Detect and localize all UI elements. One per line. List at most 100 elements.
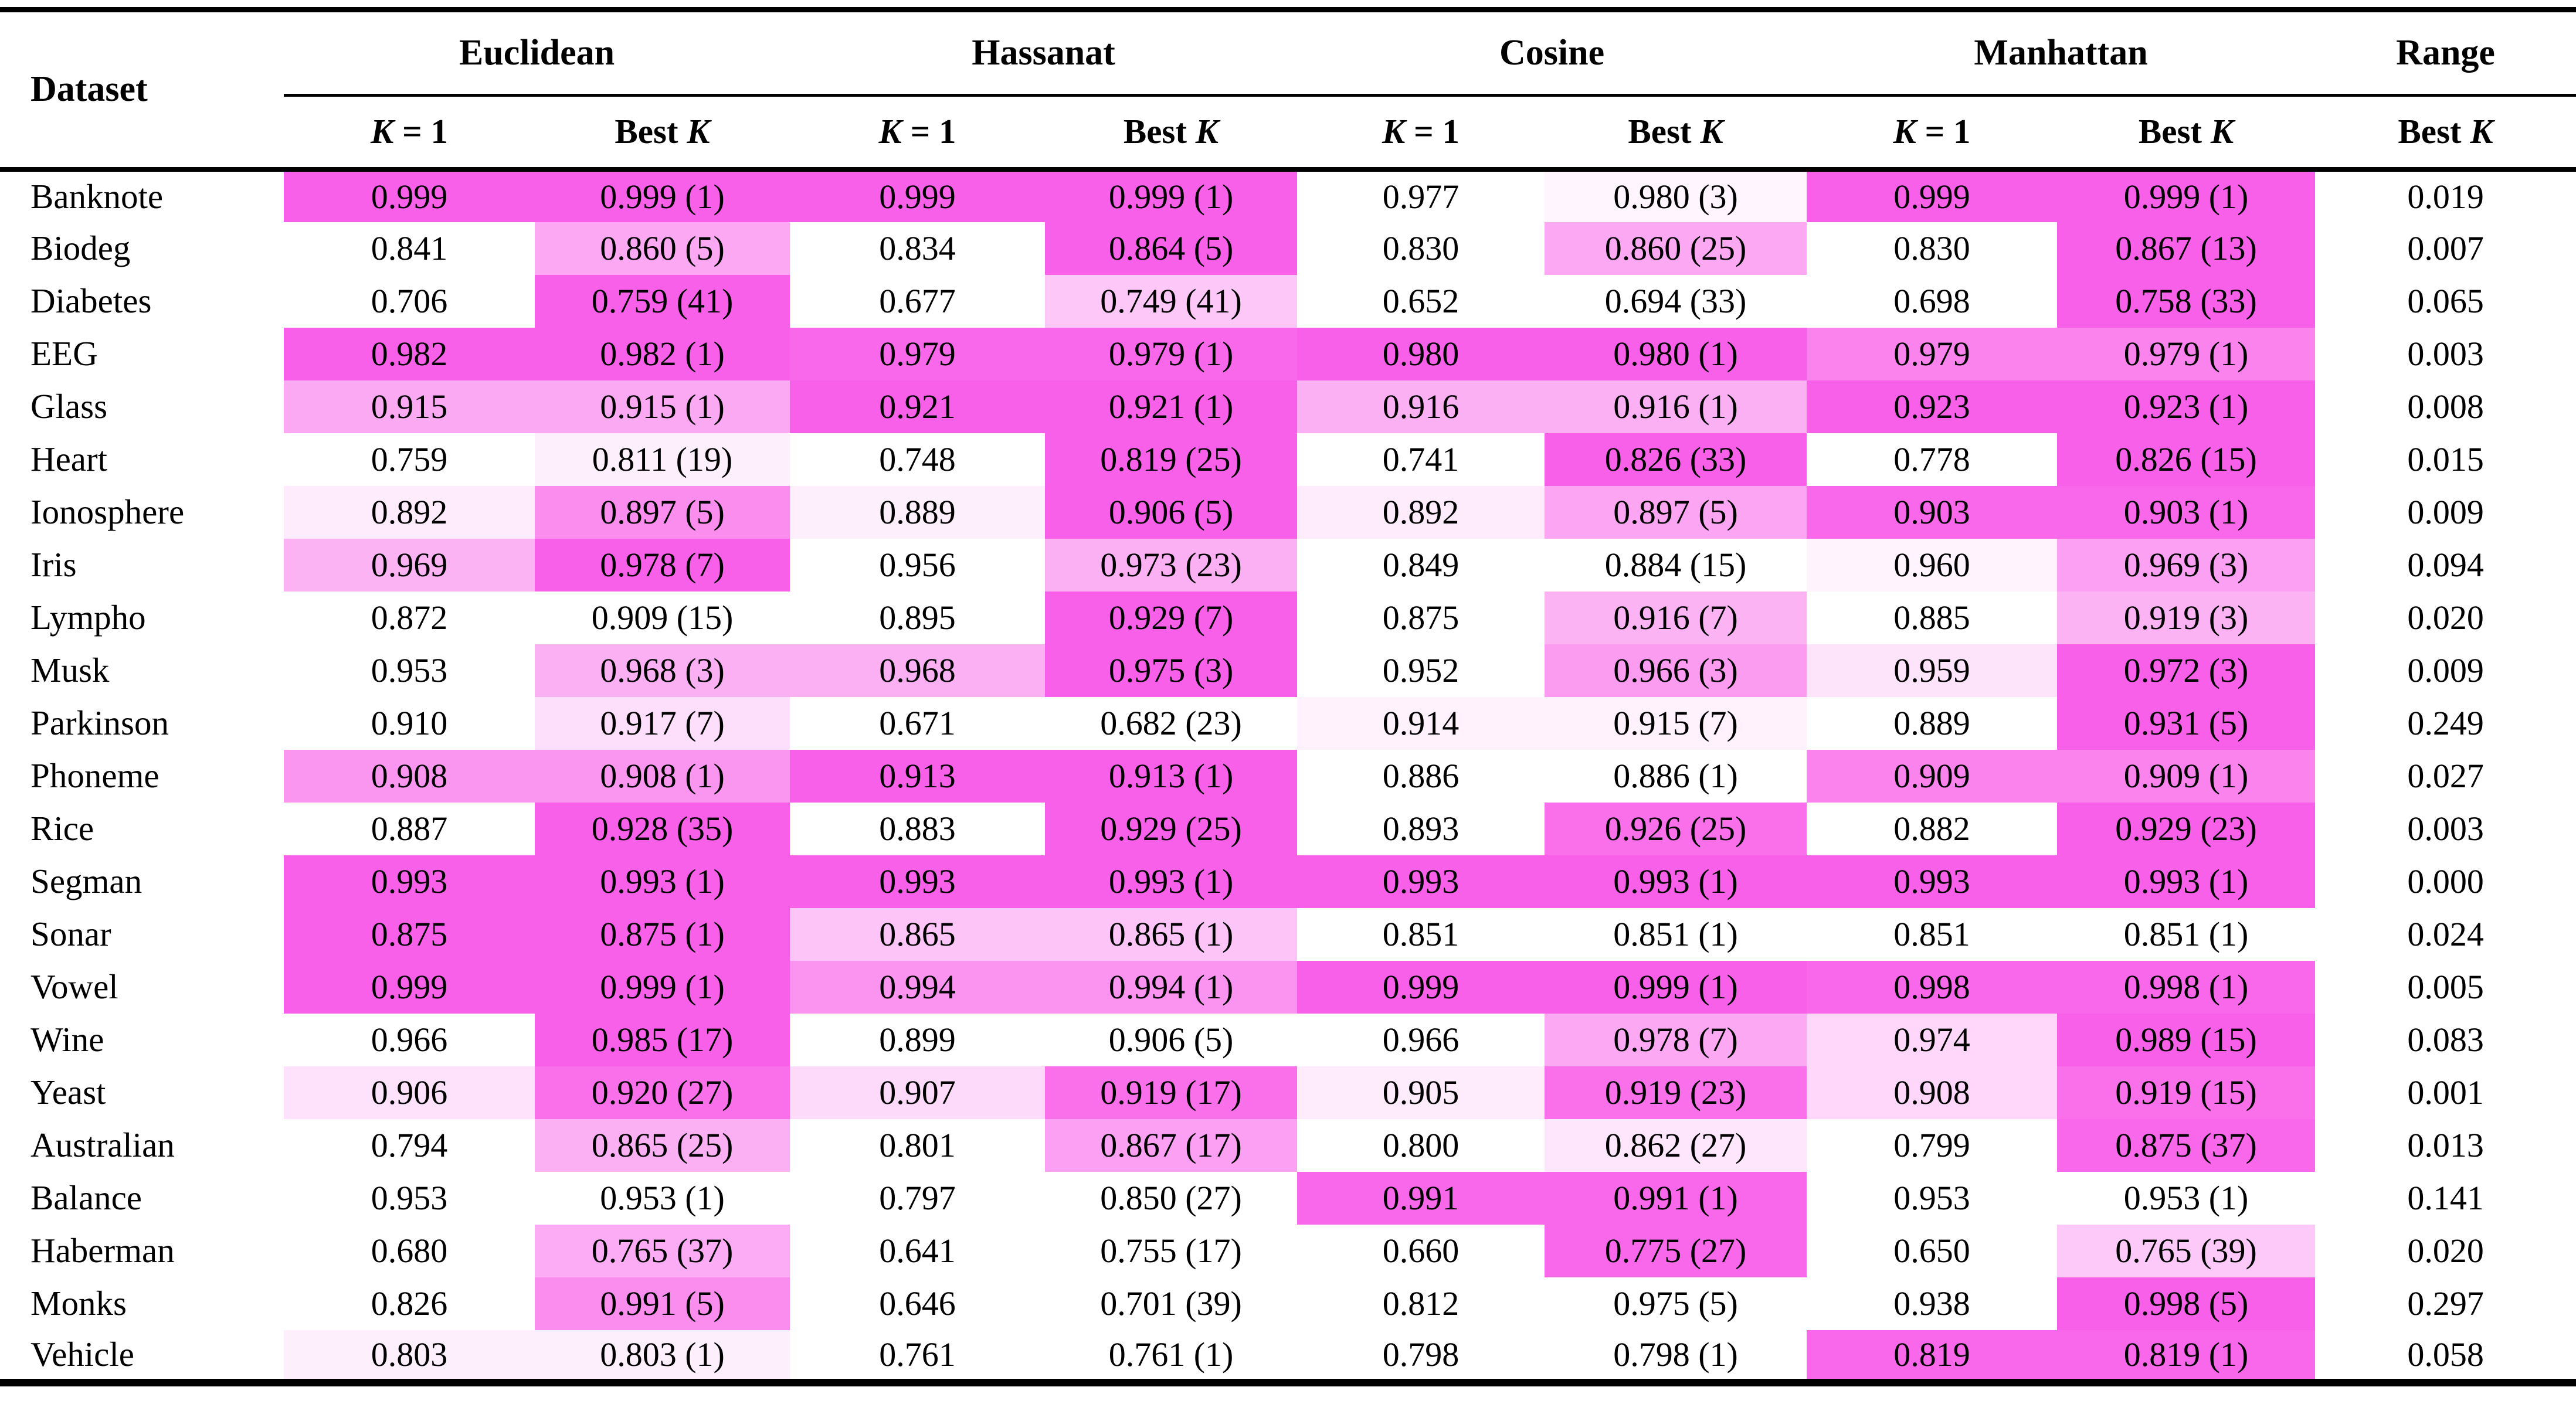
cell-range-bestk: 0.058 (2315, 1330, 2576, 1383)
cell-hassanat-k1: 0.999 (790, 169, 1046, 222)
cell-cosine-k1: 0.812 (1297, 1277, 1545, 1330)
cell-manhattan-k1: 0.999 (1807, 169, 2058, 222)
sub-header-row: K = 1 Best K K = 1 Best K K = 1 Best K K… (0, 95, 2576, 172)
cell-range-bestk: 0.065 (2315, 274, 2576, 328)
cell-range-bestk: 0.009 (2315, 644, 2576, 697)
cell-cosine-bestk: 0.860 (25) (1545, 222, 1807, 275)
cell-cosine-bestk: 0.980 (1) (1545, 327, 1807, 380)
cell-manhattan-k1: 0.851 (1807, 907, 2058, 961)
cell-hassanat-k1: 0.761 (790, 1330, 1046, 1383)
cell-manhattan-bestk: 0.953 (1) (2057, 1171, 2316, 1225)
cell-cosine-bestk: 0.975 (5) (1545, 1277, 1807, 1330)
cell-euclidean-bestk: 0.875 (1) (535, 907, 790, 961)
cell-cosine-k1: 0.741 (1297, 433, 1545, 486)
cell-euclidean-k1: 0.759 (284, 433, 535, 486)
cell-manhattan-bestk: 0.851 (1) (2057, 907, 2316, 961)
cell-hassanat-bestk: 0.994 (1) (1045, 960, 1298, 1014)
table-row: Haberman 0.680 0.765 (37) 0.641 0.755 (17) 0.… (0, 1224, 2576, 1277)
cell-manhattan-k1: 0.830 (1807, 222, 2058, 275)
cell-cosine-bestk: 0.915 (7) (1545, 696, 1807, 750)
cell-euclidean-bestk: 0.999 (1) (535, 960, 790, 1014)
cell-cosine-k1: 0.892 (1297, 485, 1545, 539)
group-header-euclidean: Euclidean (284, 9, 790, 97)
cell-cosine-bestk: 0.993 (1) (1545, 855, 1807, 908)
table-row: Balance 0.953 0.953 (1) 0.797 0.850 (27) 0.99… (0, 1171, 2576, 1225)
table-body: Banknote 0.999 0.999 (1) 0.999 0.999 (1) 0.97… (0, 169, 2576, 1383)
col-header-euclidean-bestk: Best K (535, 95, 790, 172)
table-row: Sonar 0.875 0.875 (1) 0.865 0.865 (1) 0.851 0.… (0, 907, 2576, 961)
col-header-range-bestk: Best K (2315, 95, 2576, 172)
dataset-name: Wine (0, 1013, 284, 1066)
cell-hassanat-k1: 0.899 (790, 1013, 1046, 1066)
cell-hassanat-k1: 0.677 (790, 274, 1046, 328)
table-row: Monks 0.826 0.991 (5) 0.646 0.701 (39) 0.812 0… (0, 1277, 2576, 1330)
cell-euclidean-k1: 0.680 (284, 1224, 535, 1277)
cell-range-bestk: 0.005 (2315, 960, 2576, 1014)
cell-euclidean-bestk: 0.928 (35) (535, 802, 790, 855)
cell-cosine-k1: 0.980 (1297, 327, 1545, 380)
table-row: Parkinson 0.910 0.917 (7) 0.671 0.682 (23) 0.… (0, 696, 2576, 750)
cell-hassanat-k1: 0.797 (790, 1171, 1046, 1225)
dataset-name: Biodeg (0, 222, 284, 275)
cell-range-bestk: 0.083 (2315, 1013, 2576, 1066)
cell-manhattan-k1: 0.799 (1807, 1119, 2058, 1172)
cell-cosine-bestk: 0.978 (7) (1545, 1013, 1807, 1066)
cell-manhattan-bestk: 0.931 (5) (2057, 696, 2316, 750)
col-header-manhattan-bestk: Best K (2057, 95, 2316, 172)
cell-manhattan-k1: 0.959 (1807, 644, 2058, 697)
cell-cosine-bestk: 0.862 (27) (1545, 1119, 1807, 1172)
cell-manhattan-bestk: 0.867 (13) (2057, 222, 2316, 275)
cell-euclidean-bestk: 0.803 (1) (535, 1330, 790, 1383)
cell-manhattan-bestk: 0.919 (3) (2057, 591, 2316, 644)
table-row: EEG 0.982 0.982 (1) 0.979 0.979 (1) 0.980 0.98… (0, 327, 2576, 380)
dataset-name: Segman (0, 855, 284, 908)
cell-cosine-bestk: 0.926 (25) (1545, 802, 1807, 855)
cell-euclidean-bestk: 0.765 (37) (535, 1224, 790, 1277)
cell-euclidean-k1: 0.915 (284, 380, 535, 433)
cell-hassanat-bestk: 0.906 (5) (1045, 1013, 1298, 1066)
cell-hassanat-bestk: 0.919 (17) (1045, 1066, 1298, 1119)
cell-manhattan-bestk: 0.998 (5) (2057, 1277, 2316, 1330)
cell-cosine-k1: 0.849 (1297, 538, 1545, 591)
cell-manhattan-bestk: 0.969 (3) (2057, 538, 2316, 591)
dataset-name: Yeast (0, 1066, 284, 1119)
cell-hassanat-bestk: 0.979 (1) (1045, 327, 1298, 380)
dataset-name: Musk (0, 644, 284, 697)
cell-euclidean-k1: 0.908 (284, 749, 535, 803)
cell-range-bestk: 0.024 (2315, 907, 2576, 961)
cell-cosine-k1: 0.999 (1297, 960, 1545, 1014)
cell-hassanat-bestk: 0.755 (17) (1045, 1224, 1298, 1277)
cell-manhattan-bestk: 0.929 (23) (2057, 802, 2316, 855)
cell-euclidean-bestk: 0.909 (15) (535, 591, 790, 644)
cell-cosine-k1: 0.916 (1297, 380, 1545, 433)
cell-euclidean-bestk: 0.915 (1) (535, 380, 790, 433)
cell-manhattan-k1: 0.819 (1807, 1330, 2058, 1383)
cell-euclidean-bestk: 0.908 (1) (535, 749, 790, 803)
cell-euclidean-k1: 0.953 (284, 644, 535, 697)
cell-euclidean-k1: 0.982 (284, 327, 535, 380)
cell-cosine-bestk: 0.851 (1) (1545, 907, 1807, 961)
table-row: Rice 0.887 0.928 (35) 0.883 0.929 (25) 0.893 0… (0, 802, 2576, 855)
cell-manhattan-k1: 0.882 (1807, 802, 2058, 855)
cell-euclidean-k1: 0.803 (284, 1330, 535, 1383)
cell-cosine-k1: 0.800 (1297, 1119, 1545, 1172)
cell-cosine-bestk: 0.916 (7) (1545, 591, 1807, 644)
cell-hassanat-bestk: 0.749 (41) (1045, 274, 1298, 328)
cell-hassanat-bestk: 0.973 (23) (1045, 538, 1298, 591)
cell-cosine-k1: 0.660 (1297, 1224, 1545, 1277)
cell-cosine-bestk: 0.694 (33) (1545, 274, 1807, 328)
col-header-euclidean-k1: K = 1 (284, 95, 535, 172)
table-row: Musk 0.953 0.968 (3) 0.968 0.975 (3) 0.952 0.9… (0, 644, 2576, 697)
cell-hassanat-bestk: 0.864 (5) (1045, 222, 1298, 275)
cell-hassanat-bestk: 0.906 (5) (1045, 485, 1298, 539)
cell-euclidean-k1: 0.966 (284, 1013, 535, 1066)
cell-euclidean-bestk: 0.968 (3) (535, 644, 790, 697)
col-header-hassanat-k1: K = 1 (790, 95, 1046, 172)
cell-cosine-k1: 0.993 (1297, 855, 1545, 908)
cell-hassanat-bestk: 0.929 (7) (1045, 591, 1298, 644)
cell-euclidean-k1: 0.794 (284, 1119, 535, 1172)
cell-manhattan-bestk: 0.923 (1) (2057, 380, 2316, 433)
dataset-name: Phoneme (0, 749, 284, 803)
cell-euclidean-bestk: 0.811 (19) (535, 433, 790, 486)
